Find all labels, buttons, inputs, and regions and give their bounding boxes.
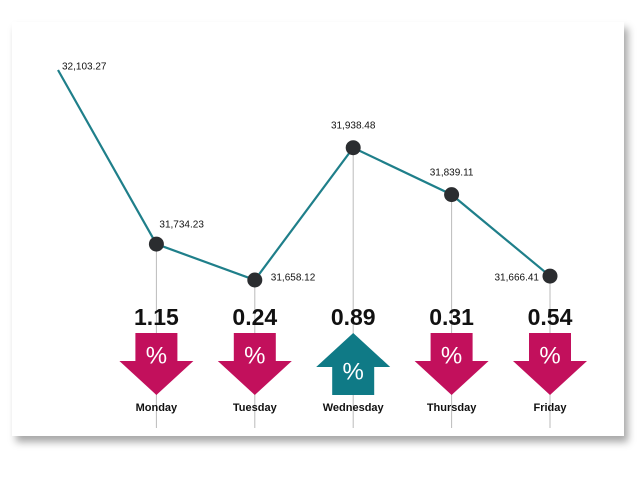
value-label: 31,839.11 — [430, 167, 474, 178]
change-unit: % — [441, 342, 462, 369]
value-label: 31,734.23 — [159, 220, 204, 231]
change-arrow — [119, 333, 194, 395]
point — [148, 236, 164, 252]
value-label: 32,103.27 — [62, 62, 107, 73]
day-label: Wednesday — [323, 402, 385, 414]
change-arrow — [414, 333, 489, 395]
change-value: 0.31 — [429, 304, 474, 330]
change-unit: % — [539, 342, 560, 369]
change-value: 0.24 — [232, 304, 277, 330]
point — [345, 140, 361, 156]
line — [57, 69, 551, 282]
change-unit: % — [146, 342, 167, 369]
point — [444, 187, 460, 203]
change-arrow — [217, 333, 292, 395]
change-unit: % — [244, 342, 265, 369]
day-label: Friday — [533, 402, 567, 414]
change-value: 0.89 — [331, 304, 376, 330]
change-unit: % — [343, 358, 364, 385]
value-label: 31,666.41 — [495, 273, 540, 284]
value-label: 31,658.12 — [271, 273, 316, 284]
day-label: Thursday — [427, 402, 477, 414]
point — [542, 268, 558, 284]
change-arrow — [316, 333, 391, 395]
day-label: Monday — [136, 402, 178, 414]
value-label: 31,938.48 — [331, 120, 376, 131]
point — [247, 272, 263, 288]
day-label: Tuesday — [233, 402, 278, 414]
change-value: 1.15 — [134, 304, 179, 330]
change-arrow — [513, 333, 587, 395]
change-value: 0.54 — [528, 304, 573, 330]
